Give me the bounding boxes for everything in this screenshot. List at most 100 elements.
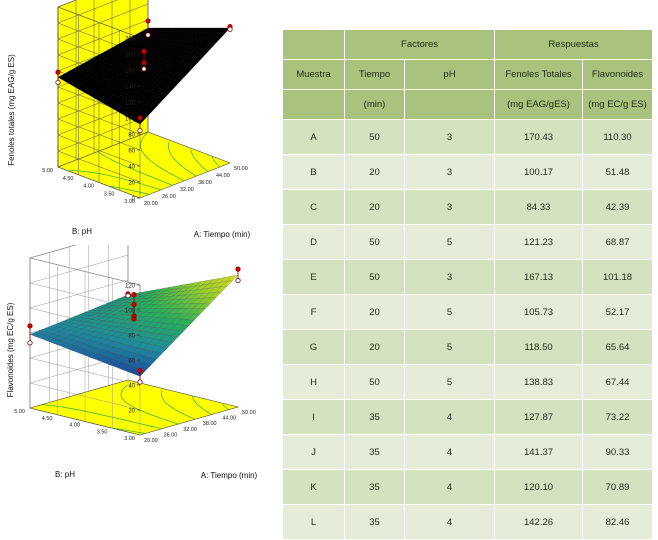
cell-ph: 5 (404, 329, 495, 365)
table-row: E 50 3 167.13 101.18 (282, 259, 654, 295)
z-tick-label: 120 (125, 101, 136, 107)
cell-ph: 3 (404, 189, 495, 225)
design-point (145, 18, 151, 24)
z-tick-label: 60 (128, 149, 135, 155)
cell-fenoles: 121.23 (494, 224, 583, 260)
z-tick-label: 100 (125, 309, 136, 315)
table-row: B 20 3 100.17 51.48 (282, 154, 654, 190)
floor-contour (160, 389, 196, 420)
x-tick-label: 38.00 (198, 180, 212, 186)
z-tick-label: 20 (128, 409, 135, 415)
floor-contour (112, 427, 146, 434)
cell-muestra: H (282, 364, 345, 400)
cell-flavonoides: 70.89 (581, 469, 654, 505)
table-subheader-row: Muestra Tiempo pH Fenoles Totales Flavon… (282, 59, 654, 90)
cell-muestra: K (282, 469, 345, 505)
floor-contour (97, 151, 173, 186)
cell-tiempo: 20 (344, 189, 405, 225)
header-factores: Factores (344, 29, 495, 60)
design-point (145, 32, 151, 38)
z-tick-label: 40 (128, 165, 135, 171)
x-tick-label: 32.00 (180, 187, 194, 193)
results-table: Factores Respuestas Muestra Tiempo pH Fe… (282, 29, 654, 540)
z-axis-title: Flavonoides (mg EC/g ES) (6, 302, 15, 397)
units-fenoles: (mg EAG/gES) (494, 89, 583, 120)
table-row: G 20 5 118.50 65.64 (282, 329, 654, 365)
table-row: F 20 5 105.73 52.17 (282, 294, 654, 330)
cell-fenoles: 100.17 (494, 154, 583, 190)
table-row: L 35 4 142.26 82.46 (282, 504, 654, 540)
z-tick-label: 80 (128, 334, 135, 340)
floor-contour (109, 185, 150, 195)
x-axis-title: A: Tiempo (min) (194, 230, 251, 239)
cell-flavonoides: 68.87 (581, 224, 654, 260)
y-tick-label: 3.00 (124, 199, 135, 205)
cell-fenoles: 170.43 (494, 119, 583, 155)
cell-muestra: J (282, 434, 345, 470)
cell-tiempo: 20 (344, 329, 405, 365)
cell-ph: 3 (404, 259, 495, 295)
z-tick-label: 200 (125, 37, 136, 43)
table-row: J 35 4 141.37 90.33 (282, 434, 654, 470)
cell-muestra: A (282, 119, 345, 155)
cell-fenoles: 84.33 (494, 189, 583, 225)
cell-tiempo: 20 (344, 294, 405, 330)
design-point (141, 66, 147, 72)
cell-flavonoides: 52.17 (581, 294, 654, 330)
header-fenoles: Fenoles Totales (494, 59, 583, 90)
x-tick-label: 50.00 (234, 166, 248, 172)
design-point (235, 277, 241, 284)
flavonoides-surface-svg: 20 40 60 80 100 120 20.00 26.00 32.00 38.00 44.00 5… (6, 245, 258, 480)
design-point (131, 291, 137, 298)
cell-tiempo: 35 (344, 434, 405, 470)
cell-flavonoides: 51.48 (581, 154, 654, 190)
cell-muestra: D (282, 224, 345, 260)
cell-fenoles: 127.87 (494, 399, 583, 435)
fenoles-surface-svg: 0 20 40 60 80 100 120 140 160 180 200 20.00 26.00 32.… (7, 0, 251, 239)
x-tick-label: 20.00 (144, 201, 158, 207)
x-tick-label: 32.00 (183, 427, 197, 433)
x-axis-title: A: Tiempo (min) (201, 471, 258, 480)
floor-contour (190, 149, 209, 172)
cell-tiempo: 50 (344, 224, 405, 260)
cell-muestra: E (282, 259, 345, 295)
cell-tiempo: 50 (344, 119, 405, 155)
y-tick-label: 3.00 (124, 436, 135, 442)
floor-contour (41, 404, 162, 430)
y-tick-label: 5.00 (42, 168, 53, 174)
cell-fenoles: 141.37 (494, 434, 583, 470)
table-row: C 20 3 84.33 42.39 (282, 189, 654, 225)
floor-contour (140, 131, 185, 182)
x-tick-label: 20.00 (144, 438, 158, 444)
z-tick-label: 20 (128, 181, 135, 187)
z-tick-label: 60 (128, 359, 135, 365)
x-tick-label: 26.00 (162, 194, 176, 200)
cell-flavonoides: 73.22 (581, 399, 654, 435)
floor-contour (167, 142, 197, 177)
z-tick-label: 100 (125, 117, 136, 123)
cell-flavonoides: 82.46 (581, 504, 654, 540)
y-tick-label: 3.50 (104, 191, 115, 197)
floor-contour (222, 403, 229, 410)
design-point (27, 340, 33, 346)
cell-tiempo: 35 (344, 469, 405, 505)
z-tick-label: 0 (132, 197, 136, 203)
cell-ph: 4 (404, 399, 495, 435)
cell-muestra: F (282, 294, 345, 330)
header-blank (282, 29, 345, 60)
cell-tiempo: 50 (344, 259, 405, 295)
z-tick-label: 40 (128, 384, 135, 390)
cell-fenoles: 118.50 (494, 329, 583, 365)
y-axis-title: B: pH (55, 470, 75, 479)
units-tiempo: (min) (344, 89, 405, 120)
table-units-row: (min) (mg EAG/gES) (mg EC/g ES) (282, 89, 654, 120)
table-row: H 50 5 138.83 67.44 (282, 364, 654, 400)
cell-tiempo: 35 (344, 504, 405, 540)
table-body: A 50 3 170.43 110.30 B 20 3 100.17 51.48 C 20 3 84.33… (282, 119, 654, 540)
floor-contour (120, 384, 179, 425)
cell-fenoles: 138.83 (494, 364, 583, 400)
cell-muestra: G (282, 329, 345, 365)
table-row: D 50 5 121.23 68.87 (282, 224, 654, 260)
units-flavonoides: (mg EC/g ES) (581, 89, 654, 120)
cell-tiempo: 50 (344, 364, 405, 400)
